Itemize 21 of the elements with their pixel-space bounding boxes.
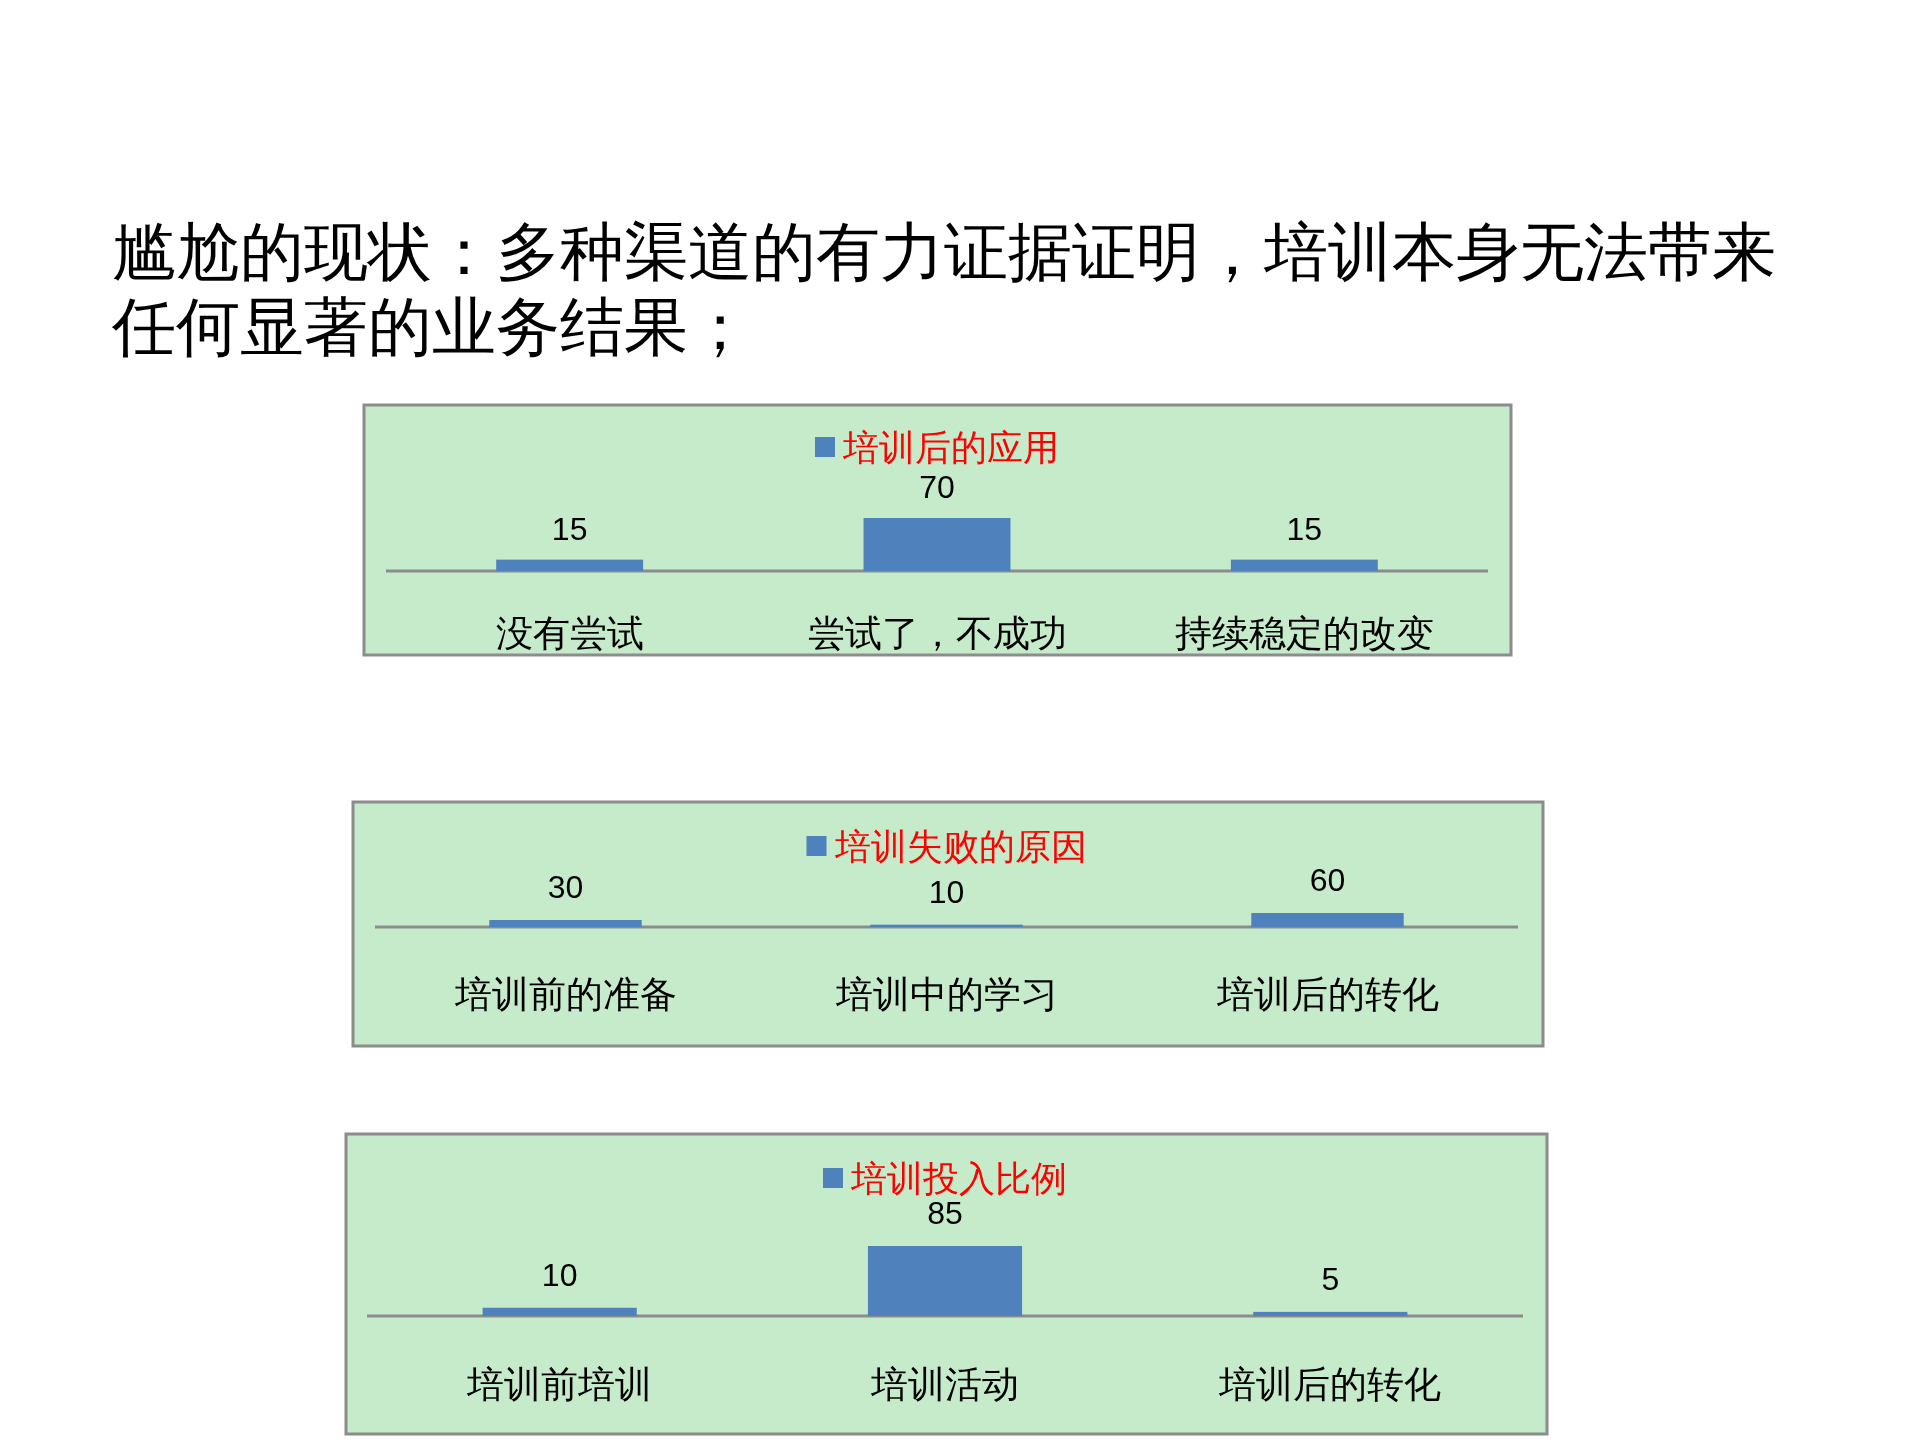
data-label: 10: [928, 873, 965, 910]
text: 尴尬的现状：多种渠道的有力证据证明，培训本身无法带来任何显著的业务结果；: [112, 215, 1777, 365]
x-tick-label: 尝试了，不成功: [807, 611, 1067, 655]
x-tick-label: 培训活动: [870, 1362, 1019, 1406]
data-label: 30: [547, 869, 584, 905]
x-tick-label: 培训中的学习: [834, 972, 1058, 1016]
x-tick-label: 培训前培训: [466, 1362, 653, 1406]
x-tick-label: 培训后的转化: [1215, 972, 1439, 1016]
x-tick-label: 培训前的准备: [453, 972, 677, 1016]
data-label: 15: [1286, 510, 1323, 547]
x-tick-label: 培训后的转化: [1218, 1362, 1442, 1406]
data-label: 60: [1309, 862, 1346, 898]
data-label: 5: [1321, 1260, 1340, 1297]
legend: 培训后的应用: [815, 426, 1059, 468]
data-label: 15: [551, 510, 588, 547]
legend: 培训投入比例: [823, 1157, 1067, 1199]
x-tick-label: 没有尝试: [495, 611, 644, 655]
legend: 培训失败的原因: [806, 825, 1087, 867]
data-label: 10: [541, 1256, 578, 1293]
data-label: 70: [919, 469, 955, 505]
x-tick-label: 持续稳定的改变: [1174, 611, 1434, 655]
